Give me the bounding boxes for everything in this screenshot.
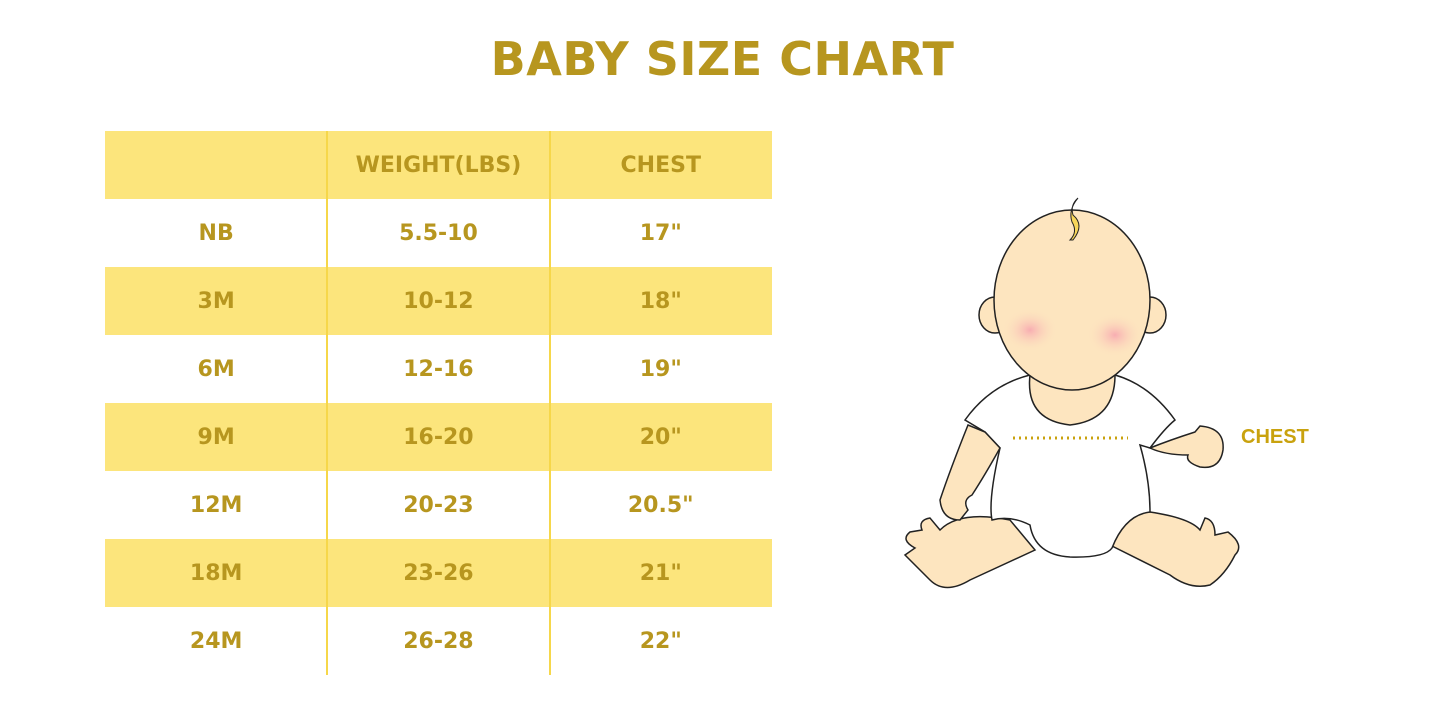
table-row: 9M 16-20 20"	[105, 403, 772, 471]
table-row: 18M 23-26 21"	[105, 539, 772, 607]
weight-cell: 10-12	[403, 288, 474, 314]
size-cell: NB	[198, 220, 234, 246]
chest-label: CHEST	[1241, 426, 1309, 448]
size-table: WEIGHT(LBS) CHEST NB 5.5-10 17" 3M 10-12 18" 6…	[105, 131, 772, 675]
baby-illustration	[903, 197, 1240, 589]
table-header-row: WEIGHT(LBS) CHEST	[105, 131, 772, 199]
size-cell: 12M	[189, 492, 243, 518]
weight-cell: 5.5-10	[399, 220, 478, 246]
page-title: BABY SIZE CHART	[490, 32, 955, 86]
table-row: 6M 12-16 19"	[105, 335, 772, 403]
weight-cell: 26-28	[403, 628, 474, 654]
chest-cell: 20.5"	[627, 492, 694, 518]
chest-cell: 19"	[639, 356, 682, 382]
weight-cell: 16-20	[403, 424, 474, 450]
chest-cell: 21"	[639, 560, 682, 586]
chest-cell: 17"	[639, 220, 682, 246]
size-cell: 18M	[189, 560, 243, 586]
weight-cell: 23-26	[403, 560, 474, 586]
column-divider	[326, 131, 328, 675]
chest-cell: 22"	[639, 628, 682, 654]
column-divider	[549, 131, 551, 675]
chest-cell: 18"	[639, 288, 682, 314]
table-row: 3M 10-12 18"	[105, 267, 772, 335]
size-cell: 24M	[189, 628, 243, 654]
table-row: 24M 26-28 22"	[105, 607, 772, 675]
weight-cell: 12-16	[403, 356, 474, 382]
weight-cell: 20-23	[403, 492, 474, 518]
chest-cell: 20"	[639, 424, 682, 450]
table-row: 12M 20-23 20.5"	[105, 471, 772, 539]
size-cell: 6M	[197, 356, 235, 382]
header-cell-chest: CHEST	[620, 152, 701, 178]
table-row: NB 5.5-10 17"	[105, 199, 772, 267]
header-cell-weight: WEIGHT(LBS)	[355, 152, 522, 178]
size-cell: 9M	[197, 424, 235, 450]
size-cell: 3M	[197, 288, 235, 314]
